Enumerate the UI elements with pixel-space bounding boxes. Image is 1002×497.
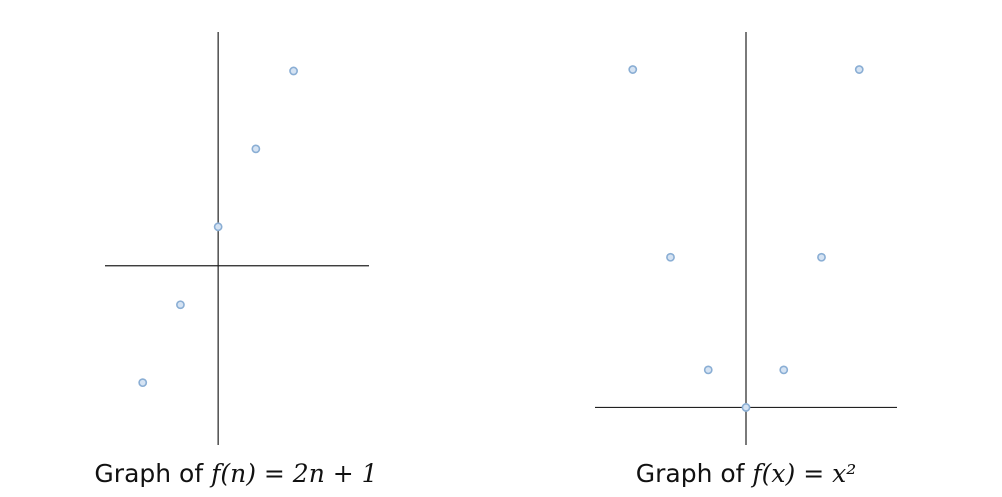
caption-formula: f(n) = 2n + 1 [209,459,377,488]
data-point [741,403,751,412]
data-point [138,378,148,388]
series-points [628,65,864,412]
data-point [817,252,826,262]
data-point [779,365,789,375]
data-point [628,65,638,74]
caption-prefix: Graph of [636,459,753,488]
data-point [289,66,298,76]
chart-caption: Graph of f(n) = 2n + 1 [94,459,377,488]
data-point [703,365,713,375]
data-point [854,65,864,74]
data-point [213,222,223,232]
caption-formula: f(x) = x² [750,459,856,488]
series-points [138,66,298,388]
chart-caption: Graph of f(x) = x² [636,459,857,488]
data-point [176,300,185,310]
chart-linear: Graph of f(n) = 2n + 1 [94,32,378,488]
data-point [666,252,675,262]
caption-prefix: Graph of [94,459,211,488]
data-point [251,144,261,154]
chart-quadratic: Graph of f(x) = x² [595,32,897,488]
